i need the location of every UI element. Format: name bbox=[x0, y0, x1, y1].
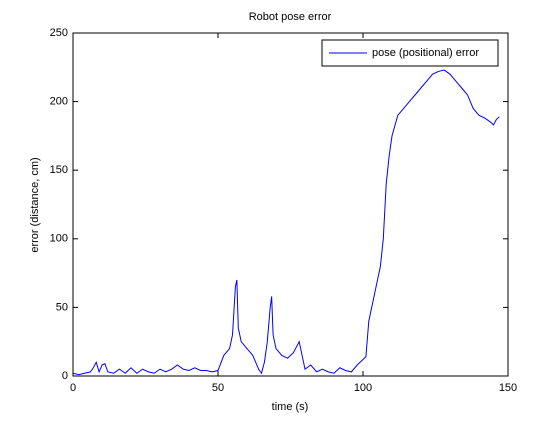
y-axis-label: error (distance, cm) bbox=[29, 157, 41, 252]
data-line bbox=[72, 69, 500, 376]
y-tick-label: 150 bbox=[50, 164, 68, 176]
y-tick-label: 100 bbox=[50, 233, 68, 245]
x-tick-label: 50 bbox=[212, 382, 224, 394]
x-tick-label: 100 bbox=[354, 382, 372, 394]
y-tick-label: 200 bbox=[50, 96, 68, 108]
plot-area bbox=[72, 32, 509, 377]
x-tick-label: 150 bbox=[499, 382, 517, 394]
x-axis-label: time (s) bbox=[272, 401, 309, 413]
x-tick-label: 0 bbox=[70, 382, 76, 394]
chart-title: Robot pose error bbox=[249, 11, 332, 23]
y-tick-label: 50 bbox=[56, 301, 68, 313]
y-tick-label: 250 bbox=[50, 27, 68, 39]
legend-label: pose (positional) error bbox=[372, 47, 479, 59]
y-tick-label: 0 bbox=[62, 370, 68, 382]
